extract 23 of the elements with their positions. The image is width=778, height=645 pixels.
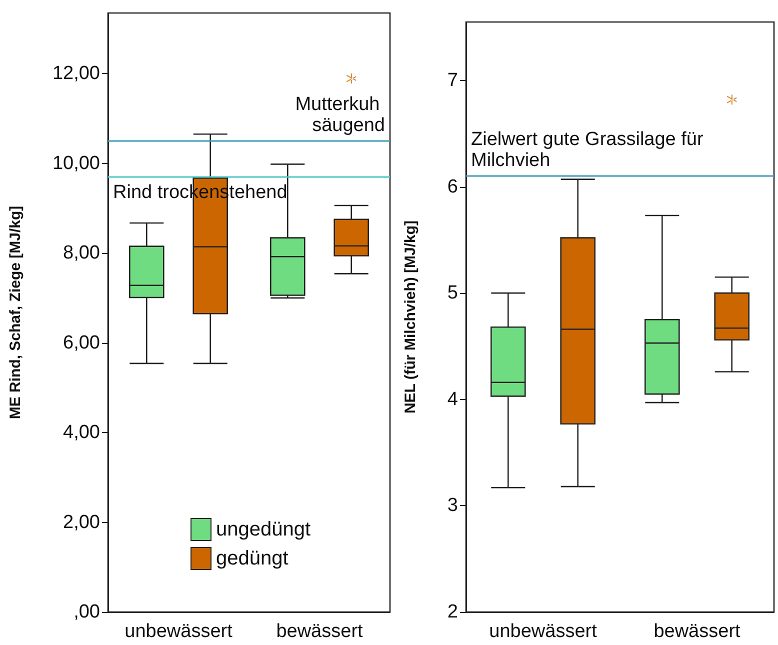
y-tick-label: 12,00	[52, 63, 100, 84]
ref-line-label: Mutterkuh säugend	[295, 94, 385, 136]
y-axis-title: NEL (für Milchvieh) [MJ/kg]	[402, 220, 419, 414]
y-tick-label: 2,00	[63, 512, 100, 533]
y-tick-label: 6,00	[63, 332, 100, 354]
x-tick-label: unbewässert	[124, 621, 234, 642]
x-tick-label: bewässert	[654, 621, 742, 642]
y-tick-label: 5	[447, 282, 458, 304]
y-axis-title: ME Rind, Schaf, Ziege [MJ/kg]	[7, 206, 24, 420]
x-tick-label: bewässert	[276, 621, 364, 642]
y-tick-label: 4	[447, 388, 458, 410]
y-tick-label: 7	[447, 70, 458, 91]
legend-label: gedüngt	[216, 548, 289, 570]
y-tick-label: 3	[447, 495, 458, 516]
y-tick-label: 8,00	[63, 242, 100, 264]
y-tick-label: ,00	[74, 602, 100, 622]
y-tick-label: 10,00	[52, 152, 100, 174]
y-tick-label: 6	[447, 176, 458, 198]
ref-line-label: Zielwert gute Grassilage für Milchvieh	[471, 129, 709, 172]
y-tick-label: 4,00	[63, 422, 100, 444]
legend-label: ungedüngt	[216, 518, 311, 540]
x-tick-label: unbewässert	[489, 621, 598, 642]
y-tick-label: 2	[447, 602, 458, 622]
